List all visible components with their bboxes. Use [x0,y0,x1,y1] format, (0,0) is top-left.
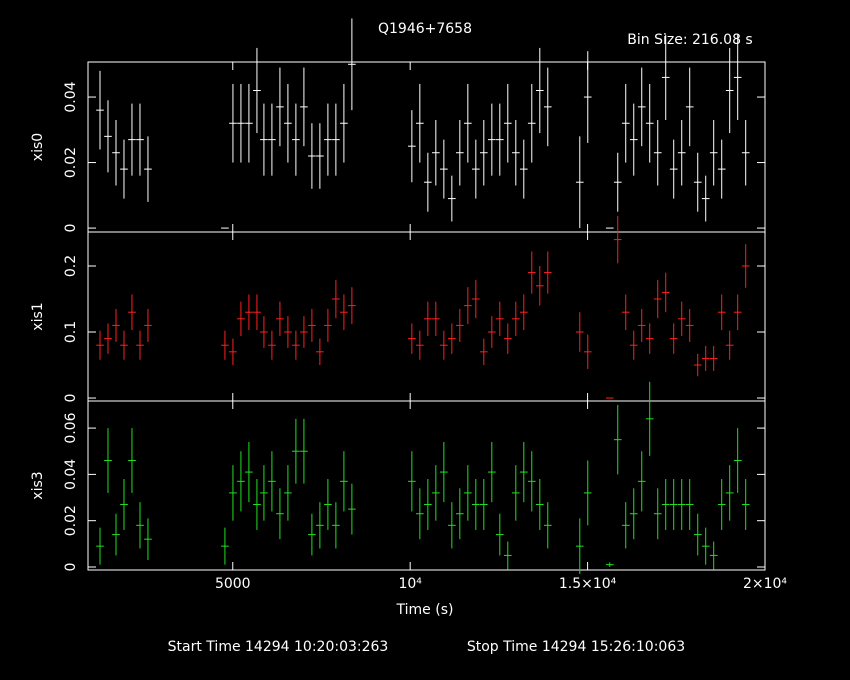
stop-time: Stop Time 14294 15:26:10:063 [467,639,685,655]
y-tick-label: 0 [63,224,79,233]
y-tick-label: 0.06 [63,412,79,443]
panel-frame [87,400,766,571]
x-tick-label: 1.5×10⁴ [559,576,617,592]
start-time: Start Time 14294 10:20:03:263 [168,639,389,655]
y-tick-label: 0.04 [63,81,79,112]
y-tick-label: 0 [63,394,79,403]
x-tick-label: 5000 [215,576,251,592]
chart-title: Q1946+7658 [378,21,472,37]
y-tick-label: 0 [63,563,79,572]
y-tick-label: 0.2 [63,255,79,277]
y-axis-label: xis3 [30,471,46,499]
y-tick-label: 0.02 [63,147,79,178]
x-axis-label: Time (s) [396,602,454,618]
y-tick-label: 0.1 [63,321,79,343]
bin-size: Bin Size: 216.08 s [627,32,752,48]
x-tick-label: 2×10⁴ [743,576,787,592]
y-axis-label: xis1 [30,302,46,330]
y-tick-label: 0.02 [63,505,79,536]
x-tick-label: 10⁴ [398,576,422,592]
y-axis-label: xis0 [30,133,46,161]
y-tick-label: 0.04 [63,459,79,490]
